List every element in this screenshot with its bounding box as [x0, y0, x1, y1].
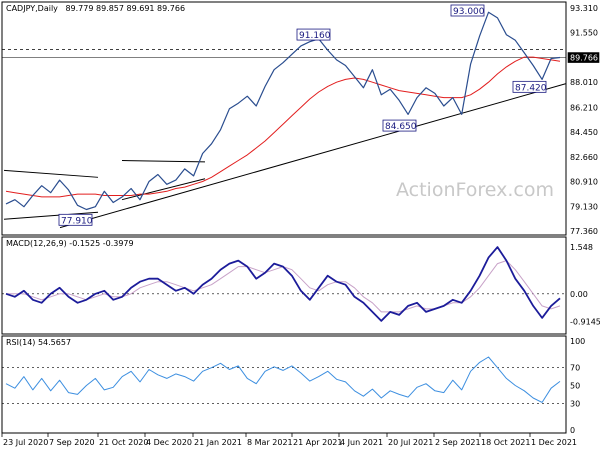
x-tick-label: 23 Jul 2020: [3, 438, 48, 447]
price-y-tick: 82.660: [570, 153, 598, 162]
price-y-tick: 93.310: [570, 4, 598, 13]
rsi-y-tick: 0: [570, 426, 575, 435]
x-tick-label: 4 Jun 2021: [340, 438, 383, 447]
annotation-box: [382, 119, 417, 132]
current-price-tag: [567, 52, 600, 63]
rsi-header: RSI(14) 54.5657: [6, 338, 71, 347]
x-tick-label: 1 Dec 2021: [531, 438, 577, 447]
annotation-label: 77.910: [61, 216, 93, 226]
macd-line: [5, 246, 561, 322]
annotation-label: 87.420: [515, 83, 547, 93]
moving-average-line: [5, 56, 561, 198]
price-y-tick: 86.210: [570, 103, 598, 112]
x-tick-label: 7 Sep 2020: [49, 438, 95, 447]
price-y-tick: 91.550: [570, 29, 598, 38]
price-line: [5, 11, 561, 211]
x-tick-label: 2 Sep 2021: [435, 438, 481, 447]
rsi-layer: [2, 356, 566, 404]
rsi-y-tick: 70: [570, 364, 580, 373]
axis-layer: 93.310 91.550 89.766 88.010 86.210 84.450 82.6…: [1, 4, 600, 447]
symbol-label: CADJPY,Daily: [6, 4, 58, 13]
price-y-tick: 84.450: [570, 128, 598, 137]
price-y-tick: 89.766: [570, 54, 598, 63]
macd-y-tick: 0.00: [570, 290, 588, 299]
macd-panel-frame: [1, 236, 567, 335]
ohlc-label: 89.779 89.857 89.691 89.766: [65, 4, 185, 13]
annotation-label: 91.160: [299, 31, 331, 41]
macd-layer: [2, 246, 566, 322]
price-y-tick: 88.010: [570, 78, 598, 87]
rsi-y-tick: 50: [570, 382, 580, 391]
price-layer: 77.910 91.160 84.650 93.000 87.420: [2, 4, 567, 229]
rsi-y-tick: 100: [570, 337, 585, 346]
annotation-box: [450, 4, 485, 17]
rising-trendline: [59, 83, 567, 229]
price-y-tick: 79.130: [570, 202, 598, 211]
price-annotation: 84.650: [382, 119, 417, 132]
rsi-line: [5, 356, 561, 403]
x-tick-label: 8 Mar 2021: [247, 438, 293, 447]
x-tick-label: 18 Oct 2021: [481, 438, 530, 447]
annotation-label: 84.650: [385, 122, 417, 132]
price-header: CADJPY,Daily 89.779 89.857 89.691 89.766: [6, 4, 185, 13]
x-tick-label: 20 Jul 2021: [388, 438, 433, 447]
price-panel-frame: [1, 1, 567, 236]
annotation-box: [512, 80, 547, 93]
price-annotation: 77.910: [58, 213, 93, 226]
price-y-tick: 77.360: [570, 227, 598, 236]
triangle-lower-line: [3, 211, 99, 220]
macd-y-tick: 1.548: [570, 243, 593, 252]
price-annotation: 91.160: [296, 28, 331, 41]
annotation-box: [296, 28, 331, 41]
x-tick-label: 21 Oct 2020: [99, 438, 148, 447]
price-annotation: 93.000: [450, 4, 485, 17]
price-y-tick: 80.910: [570, 177, 598, 186]
consolidation-upper-line: [121, 160, 206, 163]
price-annotation: 87.420: [512, 80, 547, 93]
macd-header: MACD(12,26,9) -0.1525 -0.3979: [6, 239, 134, 248]
x-tick-label: 21 Jan 2021: [194, 438, 242, 447]
consolidation-lower-line: [121, 178, 206, 201]
annotation-box: [58, 213, 93, 226]
x-tick-label: 4 Dec 2020: [146, 438, 192, 447]
triangle-upper-line: [3, 169, 99, 178]
macd-y-tick: -0.9145: [570, 317, 600, 326]
rsi-y-tick: 30: [570, 399, 580, 408]
annotation-label: 93.000: [453, 7, 485, 17]
rsi-panel-frame: [1, 335, 567, 434]
x-tick-label: 21 Apr 2021: [293, 438, 342, 447]
macd-signal-line: [6, 260, 561, 313]
watermark: ActionForex.com: [396, 179, 554, 201]
